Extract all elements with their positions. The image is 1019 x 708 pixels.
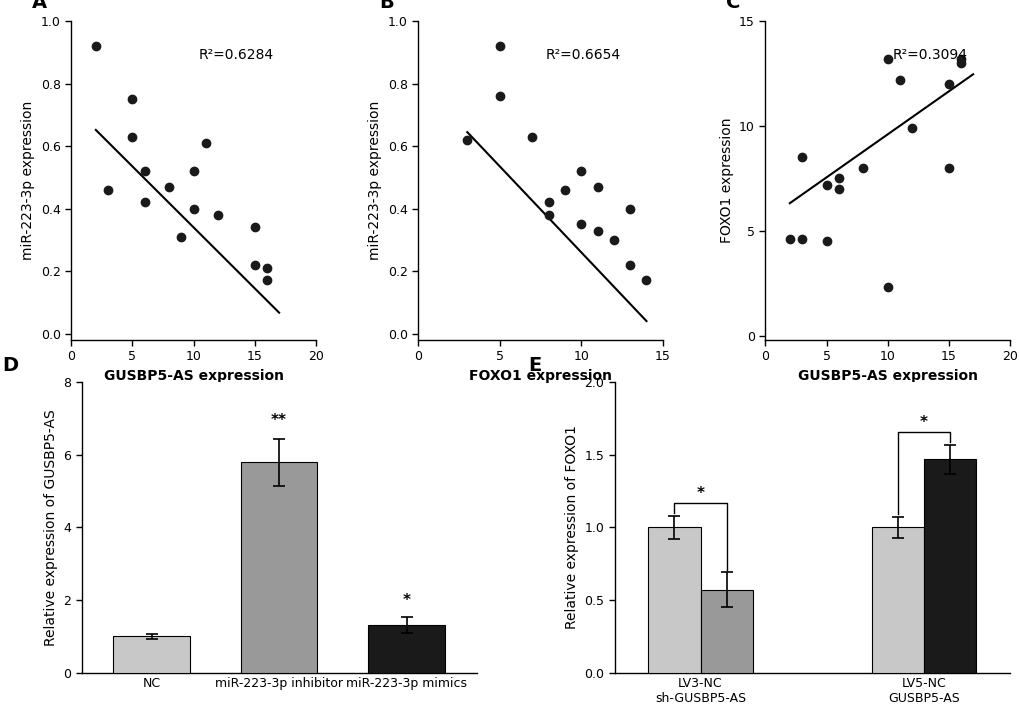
- Point: [573, 166, 589, 177]
- Point: [210, 210, 226, 221]
- Bar: [871, 527, 923, 673]
- Point: [259, 263, 275, 274]
- Point: [198, 137, 214, 149]
- Point: [817, 236, 834, 247]
- Y-axis label: FOXO1 expression: FOXO1 expression: [718, 118, 733, 244]
- Point: [638, 275, 654, 286]
- Point: [524, 131, 540, 142]
- Point: [100, 184, 116, 195]
- Bar: [240, 462, 317, 673]
- Text: R²=0.6284: R²=0.6284: [199, 48, 273, 62]
- Point: [247, 259, 263, 270]
- Point: [161, 181, 177, 193]
- Point: [952, 53, 968, 64]
- Bar: [368, 625, 444, 673]
- Point: [829, 173, 846, 184]
- Point: [793, 152, 809, 163]
- Bar: [113, 636, 190, 673]
- Y-axis label: Relative expression of FOXO1: Relative expression of FOXO1: [565, 426, 578, 629]
- Point: [459, 135, 475, 146]
- Text: B: B: [379, 0, 393, 13]
- X-axis label: GUSBP5-AS expression: GUSBP5-AS expression: [104, 369, 283, 383]
- X-axis label: FOXO1 expression: FOXO1 expression: [469, 369, 611, 383]
- Bar: [923, 459, 975, 673]
- Point: [891, 74, 907, 86]
- Point: [793, 234, 809, 245]
- Point: [540, 197, 556, 208]
- Text: *: *: [403, 593, 410, 608]
- Text: D: D: [3, 355, 18, 375]
- Point: [491, 91, 507, 102]
- Point: [137, 166, 153, 177]
- Y-axis label: miR-223-3p expression: miR-223-3p expression: [21, 101, 36, 260]
- Point: [185, 203, 202, 215]
- Point: [854, 162, 870, 173]
- Y-axis label: miR-223-3p expression: miR-223-3p expression: [368, 101, 382, 260]
- Point: [878, 53, 895, 64]
- Point: [589, 225, 605, 236]
- Point: [540, 210, 556, 221]
- Text: R²=0.6654: R²=0.6654: [545, 48, 620, 62]
- Point: [940, 162, 956, 173]
- Point: [622, 203, 638, 215]
- Text: *: *: [919, 415, 927, 430]
- Text: R²=0.3094: R²=0.3094: [892, 48, 967, 62]
- Point: [940, 79, 956, 90]
- Point: [247, 222, 263, 233]
- Point: [124, 93, 141, 105]
- Point: [878, 282, 895, 293]
- Point: [259, 275, 275, 286]
- Text: A: A: [33, 0, 47, 13]
- Point: [622, 259, 638, 270]
- X-axis label: GUSBP5-AS expression: GUSBP5-AS expression: [797, 369, 976, 383]
- Point: [589, 181, 605, 193]
- Point: [185, 166, 202, 177]
- Point: [173, 231, 190, 242]
- Point: [124, 131, 141, 142]
- Bar: [648, 527, 700, 673]
- Y-axis label: Relative expression of GUSBP5-AS: Relative expression of GUSBP5-AS: [44, 409, 57, 646]
- Point: [88, 40, 104, 52]
- Point: [491, 40, 507, 52]
- Point: [903, 122, 919, 134]
- Bar: [700, 590, 752, 673]
- Point: [556, 184, 573, 195]
- Point: [952, 57, 968, 69]
- Point: [781, 234, 797, 245]
- Point: [573, 219, 589, 230]
- Text: *: *: [696, 486, 704, 501]
- Point: [137, 197, 153, 208]
- Point: [605, 234, 622, 246]
- Text: C: C: [726, 0, 740, 13]
- Point: [817, 179, 834, 190]
- Point: [829, 183, 846, 195]
- Text: **: **: [271, 413, 286, 428]
- Text: E: E: [528, 355, 541, 375]
